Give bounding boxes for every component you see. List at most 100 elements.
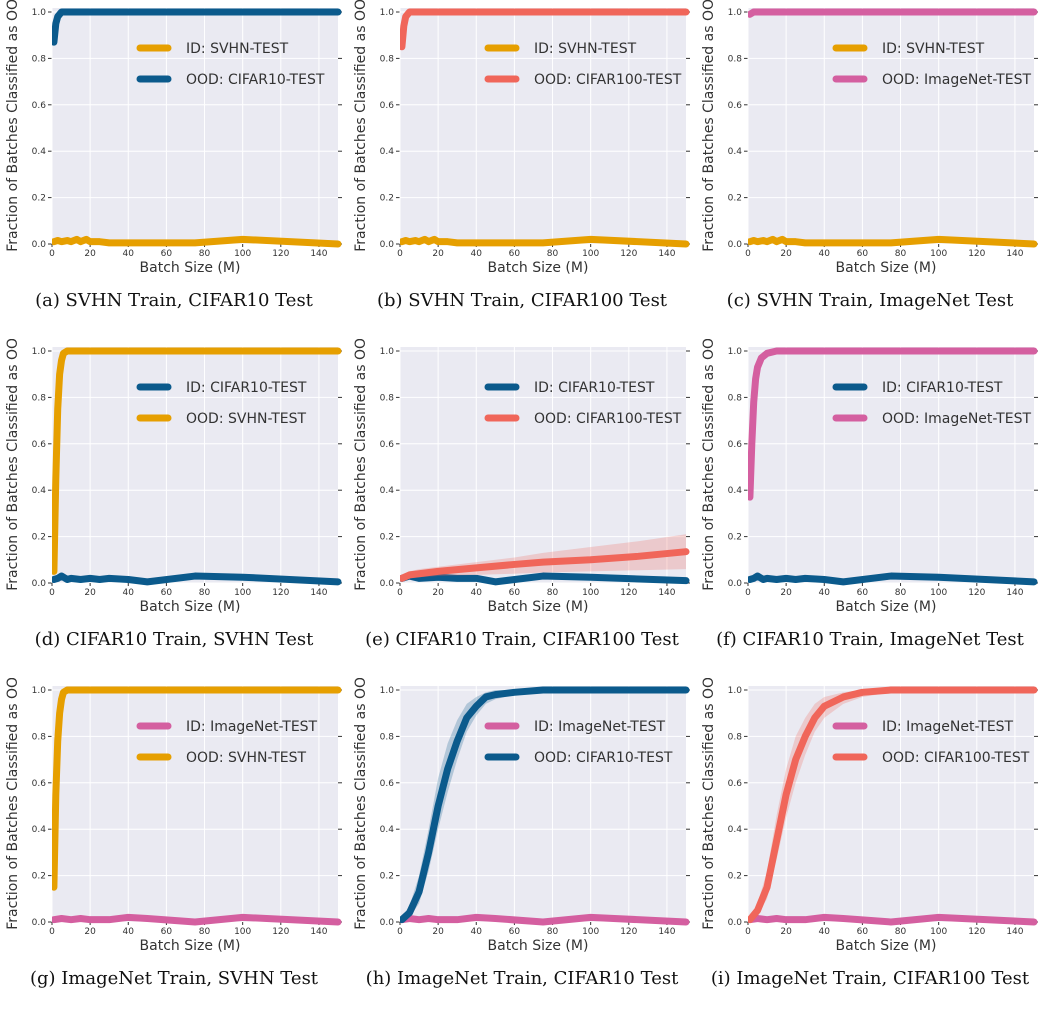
- y-axis-label: Fraction of Batches Classified as OOD: [701, 339, 717, 591]
- legend-label: ID: SVHN-TEST: [534, 41, 637, 57]
- x-tick-label: 100: [582, 927, 599, 937]
- y-tick-label: 1.0: [728, 8, 743, 18]
- y-tick-label: 0.8: [32, 54, 47, 64]
- x-axis-label: Batch Size (M): [488, 599, 589, 615]
- series-line: [52, 913, 342, 926]
- legend-label: ID: ImageNet-TEST: [882, 719, 1014, 735]
- x-tick-label: 120: [620, 249, 637, 259]
- x-tick-label: 80: [547, 927, 559, 937]
- x-tick-label: 100: [582, 249, 599, 259]
- chart-panel: 0.0 0.2 0.4 0.6 0.8 1.0 0 20 40 60 80 100 120 140 Batc…: [0, 339, 348, 678]
- x-axis-label: Batch Size (M): [140, 260, 241, 276]
- y-tick-label: 1.0: [32, 347, 47, 357]
- x-tick-label: 100: [930, 249, 947, 259]
- y-tick-label: 0.2: [32, 194, 46, 204]
- plot-area: [748, 686, 1038, 926]
- legend-label: OOD: ImageNet-TEST: [882, 411, 1031, 427]
- x-tick-label: 60: [509, 249, 521, 259]
- chart-svg: 0.0 0.2 0.4 0.6 0.8 1.0 0 20 40 60 80 100 120 140 Batc…: [5, 339, 342, 615]
- x-tick-label: 40: [123, 588, 135, 598]
- y-tick-label: 0.8: [380, 393, 395, 403]
- legend-label: ID: CIFAR10-TEST: [882, 380, 1003, 396]
- legend-label: OOD: CIFAR100-TEST: [534, 411, 682, 427]
- y-tick-label: 0.6: [380, 779, 395, 789]
- subfigure-caption: (b) SVHN Train, CIFAR100 Test: [376, 290, 668, 311]
- x-tick-label: 0: [745, 927, 751, 937]
- chart-panel: 0.0 0.2 0.4 0.6 0.8 1.0 0 20 40 60 80 100 120 140 Batc…: [0, 0, 348, 339]
- plot-area: [400, 534, 690, 586]
- series-line: [748, 572, 1038, 586]
- x-tick-label: 20: [432, 249, 444, 259]
- series-line: [400, 913, 690, 926]
- y-tick-label: 0.0: [32, 918, 47, 928]
- x-tick-label: 120: [272, 588, 289, 598]
- subfigure-caption: (c) SVHN Train, ImageNet Test: [726, 290, 1014, 311]
- y-tick-label: 1.0: [32, 686, 47, 696]
- y-tick-label: 0.4: [380, 147, 395, 157]
- x-tick-label: 0: [745, 249, 751, 259]
- x-tick-label: 140: [658, 588, 675, 598]
- x-tick-label: 40: [471, 249, 483, 259]
- x-tick-label: 80: [547, 588, 559, 598]
- y-tick-label: 0.2: [380, 533, 394, 543]
- x-tick-label: 80: [895, 927, 907, 937]
- series-line: [748, 347, 1038, 501]
- series-line: [400, 235, 690, 248]
- x-tick-label: 0: [397, 927, 403, 937]
- x-tick-label: 20: [780, 588, 792, 598]
- x-tick-label: 40: [123, 927, 135, 937]
- y-axis-label: Fraction of Batches Classified as OOD: [5, 678, 21, 930]
- plot-background: [52, 686, 338, 922]
- y-tick-label: 0.0: [380, 918, 395, 928]
- y-tick-label: 0.2: [380, 872, 394, 882]
- legend-label: ID: SVHN-TEST: [186, 41, 289, 57]
- chart-svg: 0.0 0.2 0.4 0.6 0.8 1.0 0 20 40 60 80 100 120 140 Batc…: [5, 0, 342, 276]
- subfigure-caption: (f) CIFAR10 Train, ImageNet Test: [716, 629, 1024, 650]
- y-tick-label: 0.8: [728, 393, 743, 403]
- y-tick-label: 0.8: [728, 54, 743, 64]
- x-tick-label: 140: [310, 249, 327, 259]
- y-tick-label: 0.6: [728, 779, 743, 789]
- chart-panel: 0.0 0.2 0.4 0.6 0.8 1.0 0 20 40 60 80 100 120 140 Batc…: [348, 0, 696, 339]
- x-tick-label: 0: [397, 249, 403, 259]
- series-line: [400, 548, 690, 582]
- x-tick-label: 20: [780, 249, 792, 259]
- plot-area: [400, 686, 690, 926]
- x-tick-label: 0: [397, 588, 403, 598]
- chart-panel: 0.0 0.2 0.4 0.6 0.8 1.0 0 20 40 60 80 100 120 140 Batc…: [696, 339, 1044, 678]
- x-axis-label: Batch Size (M): [836, 938, 937, 954]
- x-axis-label: Batch Size (M): [140, 599, 241, 615]
- plot-background: [748, 686, 1034, 922]
- legend-label: OOD: SVHN-TEST: [186, 750, 307, 766]
- y-tick-label: 0.0: [380, 240, 395, 250]
- chart-svg: 0.0 0.2 0.4 0.6 0.8 1.0 0 20 40 60 80 100 120 140 Batc…: [353, 0, 690, 276]
- x-tick-label: 40: [471, 588, 483, 598]
- y-tick-label: 0.6: [728, 440, 743, 450]
- plot-area: [52, 686, 342, 926]
- series-line: [748, 8, 1038, 18]
- y-tick-label: 0.4: [728, 486, 743, 496]
- y-tick-label: 0.4: [728, 147, 743, 157]
- x-axis-label: Batch Size (M): [140, 938, 241, 954]
- x-tick-label: 20: [84, 249, 96, 259]
- y-axis-label: Fraction of Batches Classified as OOD: [353, 339, 369, 591]
- x-tick-label: 80: [199, 588, 211, 598]
- plot-background: [400, 347, 686, 583]
- subfigure-caption: (a) SVHN Train, CIFAR10 Test: [35, 290, 313, 311]
- x-tick-label: 140: [658, 249, 675, 259]
- series-line: [748, 913, 1038, 926]
- plot-background: [748, 8, 1034, 244]
- x-tick-label: 60: [857, 249, 869, 259]
- y-tick-label: 0.4: [728, 825, 743, 835]
- y-tick-label: 0.2: [380, 194, 394, 204]
- legend-label: ID: ImageNet-TEST: [186, 719, 318, 735]
- y-tick-label: 0.0: [380, 579, 395, 589]
- x-axis-label: Batch Size (M): [836, 599, 937, 615]
- series-line: [748, 235, 1038, 248]
- x-tick-label: 40: [819, 927, 831, 937]
- x-tick-label: 140: [658, 927, 675, 937]
- subfigure-caption: (i) ImageNet Train, CIFAR100 Test: [710, 968, 1030, 989]
- x-tick-label: 140: [1006, 588, 1023, 598]
- x-tick-label: 80: [895, 249, 907, 259]
